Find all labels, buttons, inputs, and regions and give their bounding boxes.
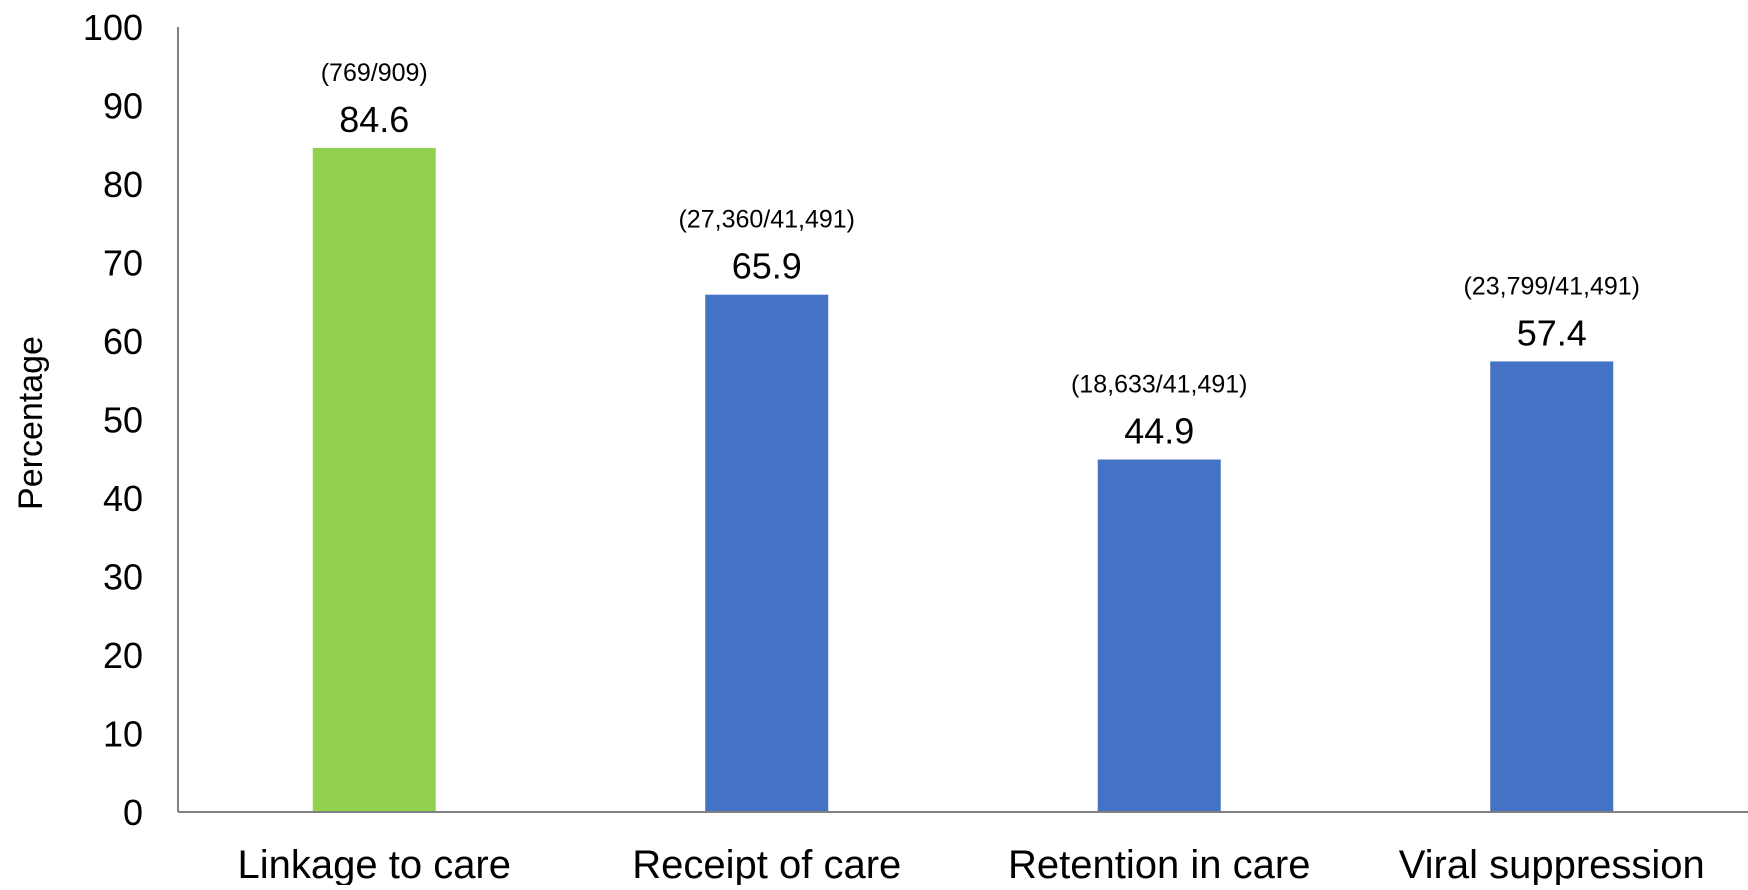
count-label: (27,360/41,491) — [678, 206, 855, 234]
bar — [705, 294, 829, 812]
x-tick-label: Receipt of care — [632, 843, 901, 885]
y-axis-title: Percentage — [12, 336, 50, 510]
count-label: (23,799/41,491) — [1463, 272, 1640, 300]
x-tick-label: Retention in care — [1008, 843, 1310, 885]
y-tick-label: 40 — [103, 478, 143, 519]
count-label: (18,633/41,491) — [1071, 371, 1248, 399]
y-tick-label: 80 — [103, 164, 143, 205]
data-label: 65.9 — [732, 246, 802, 287]
y-tick-label: 30 — [103, 557, 143, 598]
bars: 84.6 (769/909) 65.9 (27,360/41,491) 44.9 (18,… — [312, 59, 1640, 812]
y-tick-label: 70 — [103, 243, 143, 284]
data-label: 57.4 — [1517, 312, 1587, 353]
data-label: 84.6 — [339, 99, 409, 140]
bar — [1490, 361, 1614, 812]
y-tick-label: 10 — [103, 714, 143, 755]
count-label: (769/909) — [321, 59, 428, 87]
y-tick-label: 50 — [103, 400, 143, 441]
x-axis-labels: Linkage to care Receipt of care Retention … — [237, 843, 1705, 887]
y-tick-label: 60 — [103, 321, 143, 362]
data-label: 44.9 — [1124, 411, 1194, 452]
x-tick-label: Linkage to care — [237, 843, 511, 885]
y-tick-label: 20 — [103, 635, 143, 676]
bar — [312, 147, 436, 812]
y-tick-label: 90 — [103, 86, 143, 127]
x-tick-label: Viral suppression — [1399, 843, 1705, 885]
y-tick-label: 100 — [83, 7, 143, 48]
y-tick-label: 0 — [123, 792, 143, 833]
bar — [1097, 459, 1221, 812]
y-axis-ticks: 0 10 20 30 40 50 60 70 80 90 100 — [83, 7, 143, 833]
